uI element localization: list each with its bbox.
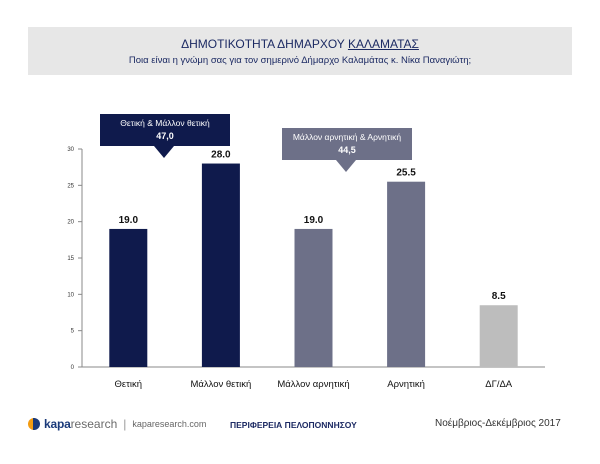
x-category-label: Αρνητική — [387, 379, 425, 390]
callout-arrow-positive — [154, 146, 174, 158]
logo-separator: | — [123, 417, 127, 431]
bar — [387, 181, 426, 367]
logo-kapa-text: kapa — [44, 417, 71, 431]
footer-region: ΠΕΡΙΦΕΡΕΙΑ ΠΕΛΟΠΟΝΝΗΣΟΥ — [230, 420, 357, 430]
y-tick-label: 0 — [71, 365, 75, 371]
bar-value-label: 28.0 — [211, 150, 231, 161]
footer-date: Νοέμβριος-Δεκέμβριος 2017 — [435, 418, 561, 429]
callout-box-negative — [282, 128, 412, 160]
x-category-label: ΔΓ/ΔΑ — [485, 379, 513, 390]
page-subtitle: Ποια είναι η γνώμη σας για τον σημερινό … — [128, 55, 472, 66]
callout-box-positive — [100, 114, 230, 146]
bar — [294, 228, 333, 367]
bar-value-label: 19.0 — [304, 215, 324, 226]
y-tick-label: 20 — [67, 220, 74, 226]
bar — [109, 228, 148, 367]
bar — [201, 163, 240, 367]
y-tick-label: 15 — [67, 256, 74, 262]
callout-label-negative: Μάλλον αρνητική & Αρνητική — [293, 132, 402, 142]
y-tick-label: 25 — [67, 183, 74, 189]
y-tick-label: 5 — [71, 329, 75, 335]
callout-value-negative: 44,5 — [338, 145, 356, 155]
logo-url: kaparesearch.com — [132, 419, 207, 429]
bar — [479, 305, 518, 367]
y-tick-label: 30 — [67, 147, 74, 153]
y-tick-label: 10 — [67, 292, 74, 298]
x-category-label: Μάλλον θετική — [190, 379, 251, 390]
title-city: ΚΑΛΑΜΑΤΑΣ — [347, 37, 419, 51]
bar-value-label: 25.5 — [396, 168, 416, 179]
x-category-label: Θετική — [115, 379, 143, 390]
logo-mark-icon — [28, 418, 40, 430]
x-category-label: Μάλλον αρνητική — [277, 379, 349, 390]
company-logo: kapa research | kaparesearch.com — [28, 417, 206, 431]
callout-arrow-negative — [336, 160, 356, 172]
header-banner: ΔΗΜΟΤΙΚΟΤΗΤΑ ΔΗΜΑΡΧΟΥ ΚΑΛΑΜΑΤΑΣ Ποια είν… — [28, 27, 572, 75]
logo-research-text: research — [70, 417, 118, 431]
page-title: ΔΗΜΟΤΙΚΟΤΗΤΑ ΔΗΜΑΡΧΟΥ ΚΑΛΑΜΑΤΑΣ — [28, 37, 572, 51]
callout-label-positive: Θετική & Μάλλον θετική — [120, 118, 210, 128]
title-prefix: ΔΗΜΟΤΙΚΟΤΗΤΑ ΔΗΜΑΡΧΟΥ — [181, 37, 345, 51]
bar-value-label: 19.0 — [119, 215, 139, 226]
bar-value-label: 8.5 — [492, 291, 506, 302]
callout-value-positive: 47,0 — [156, 131, 174, 141]
